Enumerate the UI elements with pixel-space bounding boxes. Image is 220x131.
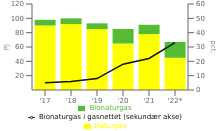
svg-text:'19: '19: [92, 97, 103, 105]
svg-text:40: 40: [15, 58, 24, 66]
svg-text:100: 100: [11, 15, 24, 23]
svg-text:pct.: pct.: [209, 40, 212, 53]
svg-text:80: 80: [15, 29, 24, 37]
svg-text:'17: '17: [40, 97, 51, 105]
svg-text:30: 30: [196, 43, 205, 51]
svg-text:120: 120: [11, 0, 24, 8]
svg-text:20: 20: [196, 58, 205, 66]
svg-text:40: 40: [196, 29, 205, 37]
svg-text:60: 60: [196, 0, 205, 8]
svg-text:'20: '20: [118, 97, 129, 105]
svg-text:50: 50: [196, 15, 205, 23]
html-text:Naturgas: Naturgas: [94, 122, 127, 130]
svg-text:0: 0: [196, 86, 200, 94]
svg-text:'22*: '22*: [168, 97, 183, 105]
svg-text:60: 60: [15, 43, 24, 51]
svg-text:'18: '18: [66, 97, 77, 105]
html-text:Bionaturgas i gasnettet (sekun: Bionaturgas i gasnettet (sekundær akse): [38, 113, 183, 121]
svg-text:'21: '21: [144, 97, 155, 105]
svg-text:10: 10: [196, 72, 205, 80]
svg-text:20: 20: [15, 72, 24, 80]
svg-text:PJ: PJ: [8, 44, 11, 50]
html-text:Bionaturgas: Bionaturgas: [89, 104, 132, 112]
